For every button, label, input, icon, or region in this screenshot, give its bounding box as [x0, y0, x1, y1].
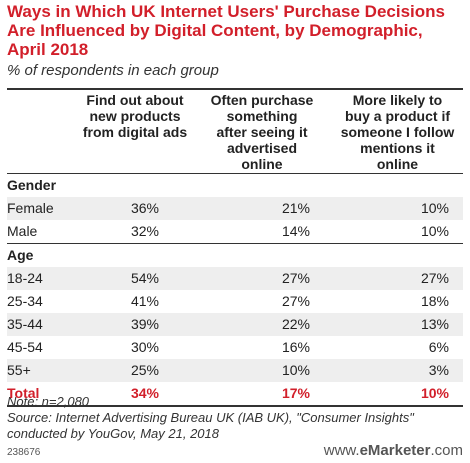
cell-value: 22%	[281, 316, 310, 332]
cell-value: 10%	[420, 200, 449, 216]
column-header-line: mentions it	[360, 140, 435, 156]
brand-name: eMarketer	[359, 442, 431, 459]
source-line-2: conducted by YouGov, May 21, 2018	[7, 426, 219, 441]
column-header-digital-ads: Find out about new products from digital…	[70, 92, 200, 140]
column-header-line: More likely to	[352, 92, 443, 108]
column-header-line: new products	[89, 108, 181, 124]
note-text: Note: n=2,080	[7, 394, 90, 409]
total-value: 10%	[420, 385, 449, 401]
bottom-rule-placeholder	[7, 405, 463, 407]
table-row: 55+ 25% 10% 3%	[7, 359, 463, 382]
cell-value: 54%	[130, 270, 159, 286]
table-row: Female 36% 21% 10%	[7, 197, 463, 220]
row-label: Male	[7, 223, 38, 239]
row-label: 18-24	[7, 270, 43, 286]
table-row: Male 32% 14% 10%	[7, 220, 463, 243]
cell-value: 10%	[420, 223, 449, 239]
source-line-1: Source: Internet Advertising Bureau UK (…	[7, 410, 414, 425]
column-header-line: online	[241, 156, 283, 172]
row-label-total: Total	[7, 385, 40, 401]
total-value: 17%	[281, 385, 310, 401]
cell-value: 25%	[130, 362, 159, 378]
chart-subtitle: % of respondents in each group	[7, 62, 219, 79]
column-header-influencer: More likely to buy a product if someone …	[330, 92, 465, 172]
brand-prefix: www.	[323, 442, 360, 459]
section-label: Gender	[7, 177, 57, 193]
cell-value: 21%	[281, 200, 310, 216]
column-header-line: someone I follow	[340, 124, 455, 140]
row-label: Female	[7, 200, 54, 216]
cell-value: 27%	[420, 270, 449, 286]
cell-value: 3%	[428, 362, 449, 378]
chart-title-line-1: Ways in Which UK Internet Users' Purchas…	[7, 2, 445, 21]
section-header-gender: Gender	[7, 174, 463, 197]
table-row: 18-24 54% 27% 27%	[7, 267, 463, 290]
cell-value: 14%	[281, 223, 310, 239]
cell-value: 6%	[428, 339, 449, 355]
chart-title: Ways in Which UK Internet Users' Purchas…	[7, 2, 463, 59]
column-header-line: advertised	[226, 140, 298, 156]
cell-value: 27%	[281, 293, 310, 309]
cell-value: 32%	[130, 223, 159, 239]
cell-value: 30%	[130, 339, 159, 355]
table-row: 45-54 30% 16% 6%	[7, 336, 463, 359]
cell-value: 39%	[130, 316, 159, 332]
column-header-line: online	[376, 156, 419, 172]
footnote: Note: n=2,080 Source: Internet Advertisi…	[7, 394, 463, 442]
cell-value: 10%	[281, 362, 310, 378]
column-header-line: from digital ads	[82, 124, 188, 140]
row-label: 55+	[7, 362, 31, 378]
column-header-line: Find out about	[86, 92, 184, 108]
column-header-line: buy a product if	[345, 108, 450, 124]
row-label: 45-54	[7, 339, 43, 355]
chart-id: 238676	[7, 447, 41, 458]
table-row-total: Total 34% 17% 10%	[7, 382, 463, 405]
cell-value: 18%	[420, 293, 449, 309]
row-label: 25-34	[7, 293, 43, 309]
top-rule	[7, 88, 463, 90]
cell-value: 27%	[281, 270, 310, 286]
table-row: 35-44 39% 22% 13%	[7, 313, 463, 336]
row-label: 35-44	[7, 316, 43, 332]
cell-value: 41%	[130, 293, 159, 309]
cell-value: 16%	[281, 339, 310, 355]
chart-title-line-2: Are Influenced by Digital Content, by De…	[7, 21, 423, 40]
section-header-age: Age	[7, 244, 463, 267]
header-rule	[7, 173, 463, 174]
column-header-purchase-after-ad: Often purchase something after seeing it…	[200, 92, 324, 172]
total-value: 34%	[130, 385, 159, 401]
section-label: Age	[7, 247, 34, 263]
table-row: 25-34 41% 27% 18%	[7, 290, 463, 313]
chart-title-line-3: April 2018	[7, 40, 89, 59]
cell-value: 36%	[130, 200, 159, 216]
column-header-line: after seeing it	[216, 124, 308, 140]
column-header-line: Often purchase	[210, 92, 314, 108]
column-header-line: something	[226, 108, 298, 124]
cell-value: 13%	[420, 316, 449, 332]
emarketer-logo[interactable]: www.eMarketer.com	[324, 442, 463, 459]
brand-suffix: .com	[430, 442, 463, 459]
section-rule	[7, 243, 463, 244]
